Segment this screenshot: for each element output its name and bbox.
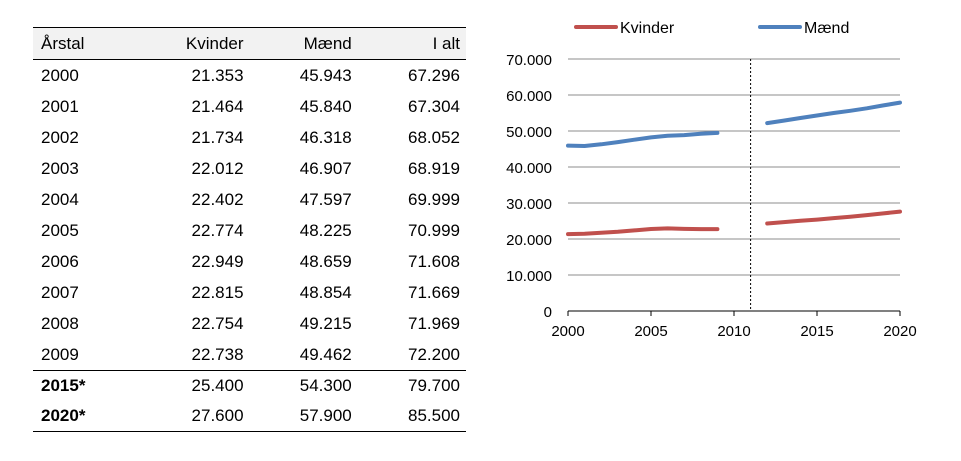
cell-year: 2004	[41, 189, 79, 209]
cell-year: 2007	[41, 282, 79, 302]
line-chart: 0 10.000 20.000 30.000 40.000 50.000 60.000 70.…	[506, 20, 917, 340]
table-row: 2007 22.815 48.854 71.669	[33, 277, 466, 308]
cell-total: 71.669	[408, 282, 460, 302]
cell-men: 48.659	[299, 251, 352, 271]
cell-total: 67.296	[408, 65, 460, 85]
cell-women: 22.012	[191, 158, 244, 178]
cell-women: 22.402	[191, 189, 244, 209]
cell-men: 48.854	[299, 282, 352, 302]
cell-men: 49.215	[299, 313, 352, 333]
series-line-1	[765, 100, 902, 126]
cell-year: 2015*	[33, 370, 132, 401]
cell-men: 46.907	[299, 158, 352, 178]
cell-year: 2003	[41, 158, 79, 178]
series-line-0	[566, 226, 720, 237]
cell-men: 57.900	[249, 401, 358, 432]
cell-total: 70.999	[408, 220, 460, 240]
cell-total: 79.700	[357, 370, 466, 401]
cell-year: 2000	[41, 65, 79, 85]
series-line-1	[566, 130, 720, 148]
table-body: 2000 21.353 45.943 67.296 2001 21.464 45.840 67…	[33, 60, 466, 432]
column-header-total: I alt	[357, 27, 466, 60]
cell-men: 48.225	[299, 220, 352, 240]
x-tick-label: 2010	[717, 323, 750, 340]
cell-year: 2005	[41, 220, 79, 240]
cell-women: 21.353	[191, 65, 244, 85]
cell-year: 2009	[41, 344, 79, 364]
y-tick-label: 60.000	[506, 88, 552, 105]
series-line-0	[765, 209, 902, 226]
cell-year: 2002	[41, 127, 79, 147]
data-table: Årstal Kvinder Mænd I alt 2000 21.353 45.9…	[33, 27, 466, 432]
column-header-year: Årstal	[33, 27, 132, 60]
y-tick-label: 40.000	[506, 160, 552, 177]
table-row: 2000 21.353 45.943 67.296	[33, 60, 466, 92]
cell-women: 27.600	[131, 401, 250, 432]
y-tick-label: 30.000	[506, 196, 552, 213]
cell-men: 54.300	[249, 370, 358, 401]
cell-women: 21.734	[191, 127, 244, 147]
column-header-women: Kvinder	[131, 27, 250, 60]
cell-year: 2020*	[33, 401, 132, 432]
cell-total: 68.052	[408, 127, 460, 147]
table-row: 2001 21.464 45.840 67.304	[33, 91, 466, 122]
cell-women: 21.464	[191, 96, 244, 116]
y-tick-label: 50.000	[506, 124, 552, 141]
cell-total: 71.969	[408, 313, 460, 333]
cell-total: 85.500	[357, 401, 466, 432]
cell-total: 71.608	[408, 251, 460, 271]
x-tick-label: 2020	[883, 323, 916, 340]
cell-total: 68.919	[408, 158, 460, 178]
y-tick-label: 20.000	[506, 232, 552, 249]
forecast-row: 2020* 27.600 57.900 85.500	[33, 401, 466, 432]
legend-label-0: Kvinder	[620, 20, 675, 37]
cell-total: 69.999	[408, 189, 460, 209]
table-row: 2005 22.774 48.225 70.999	[33, 215, 466, 246]
cell-year: 2006	[41, 251, 79, 271]
y-tick-label: 0	[544, 304, 552, 321]
table-row: 2004 22.402 47.597 69.999	[33, 184, 466, 215]
cell-women: 22.754	[191, 313, 244, 333]
x-tick-label: 2000	[551, 323, 584, 340]
table-row: 2002 21.734 46.318 68.052	[33, 122, 466, 153]
x-tick-label: 2005	[634, 323, 667, 340]
y-tick-label: 10.000	[506, 268, 552, 285]
cell-men: 45.943	[299, 65, 352, 85]
y-tick-label: 70.000	[506, 52, 552, 69]
cell-year: 2001	[41, 96, 79, 116]
table-row: 2003 22.012 46.907 68.919	[33, 153, 466, 184]
legend-label-1: Mænd	[804, 20, 849, 37]
table-row: 2008 22.754 49.215 71.969	[33, 308, 466, 339]
cell-women: 22.815	[191, 282, 244, 302]
cell-women: 25.400	[131, 370, 250, 401]
cell-total: 72.200	[408, 344, 460, 364]
table-row: 2006 22.949 48.659 71.608	[33, 246, 466, 277]
column-header-men: Mænd	[249, 27, 358, 60]
cell-women: 22.949	[191, 251, 244, 271]
cell-total: 67.304	[408, 96, 460, 116]
table-row: 2009 22.738 49.462 72.200	[33, 339, 466, 371]
cell-women: 22.774	[191, 220, 244, 240]
cell-men: 47.597	[299, 189, 352, 209]
cell-year: 2008	[41, 313, 79, 333]
forecast-row: 2015* 25.400 54.300 79.700	[33, 370, 466, 401]
table-header-row: Årstal Kvinder Mænd I alt	[33, 27, 466, 60]
cell-men: 49.462	[299, 344, 352, 364]
cell-men: 45.840	[299, 96, 352, 116]
cell-men: 46.318	[299, 127, 352, 147]
cell-women: 22.738	[191, 344, 244, 364]
x-tick-label: 2015	[800, 323, 833, 340]
